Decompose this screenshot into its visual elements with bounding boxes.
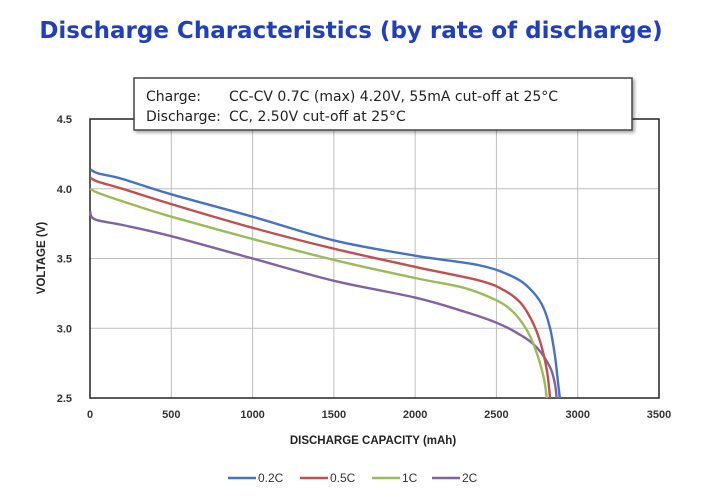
- legend: 0.2C 0.5C 1C 2C: [228, 471, 478, 485]
- x-tick-labels: 0 500 1000 1500 2000 2500 3000 3500: [87, 409, 671, 421]
- y-tick-labels: 2.5 3.0 3.5 4.0 4.5: [57, 114, 72, 405]
- y-tick-label: 4.0: [57, 184, 72, 196]
- y-tick-label: 3.0: [57, 323, 72, 335]
- discharge-label: Discharge:: [146, 109, 221, 125]
- series-line-0-5c: [89, 176, 552, 399]
- discharge-value: CC, 2.50V cut-off at 25°C: [229, 109, 406, 125]
- conditions-box-frame: [133, 77, 633, 131]
- x-tick-label: 2000: [403, 409, 427, 421]
- conditions-box: Charge: CC-CV 0.7C (max) 4.20V, 55mA cut…: [133, 77, 633, 131]
- legend-label: 2C: [462, 471, 478, 485]
- y-tick-label: 4.5: [57, 114, 72, 126]
- x-tick-label: 1500: [322, 409, 346, 421]
- x-axis-label: DISCHARGE CAPACITY (mAh): [290, 435, 456, 447]
- legend-label: 0.2C: [258, 471, 284, 485]
- series-line-2c: [88, 210, 558, 399]
- x-tick-label: 3500: [647, 409, 671, 421]
- series-line-1c: [89, 187, 548, 399]
- y-axis-label: VOLTAGE (V): [36, 222, 48, 295]
- y-tick-label: 3.5: [57, 254, 72, 266]
- legend-label: 0.5C: [330, 471, 356, 485]
- legend-label: 1C: [402, 471, 418, 485]
- series-layer: [88, 168, 561, 399]
- x-tick-label: 2500: [484, 409, 508, 421]
- series-line-0-2c: [89, 168, 561, 399]
- page-title: Discharge Characteristics (by rate of di…: [39, 18, 663, 44]
- charge-label: Charge:: [146, 89, 201, 105]
- y-tick-label: 2.5: [57, 393, 72, 405]
- x-tick-label: 3000: [565, 409, 589, 421]
- x-tick-label: 0: [87, 409, 93, 421]
- x-tick-label: 1000: [240, 409, 264, 421]
- x-tick-label: 500: [162, 409, 180, 421]
- charge-value: CC-CV 0.7C (max) 4.20V, 55mA cut-off at …: [229, 89, 558, 105]
